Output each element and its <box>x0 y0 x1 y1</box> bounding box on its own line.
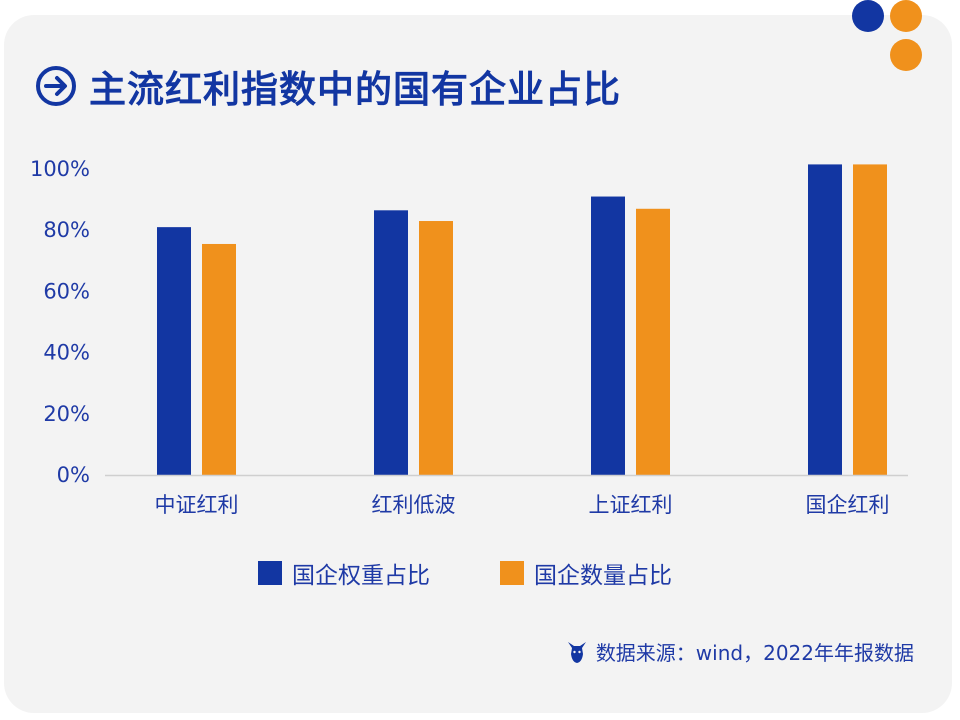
bar-count <box>853 164 887 475</box>
y-tick-label: 40% <box>43 341 90 365</box>
bars <box>157 164 887 476</box>
decor-dot-blue <box>852 0 884 32</box>
source-text: 数据来源：wind，2022年年报数据 <box>595 641 914 665</box>
bar-weight <box>591 196 625 476</box>
bull-icon <box>567 641 586 663</box>
decor-dot-orange-top <box>890 0 922 32</box>
legend-label-weight: 国企权重占比 <box>292 563 430 589</box>
legend-label-count: 国企数量占比 <box>534 563 672 589</box>
source-note: 数据来源：wind，2022年年报数据 <box>566 637 914 666</box>
y-tick-label: 100% <box>30 157 90 181</box>
bar-count <box>202 243 236 475</box>
chart-title: 主流红利指数中的国有企业占比 <box>89 68 621 111</box>
legend-swatch-weight <box>258 561 282 585</box>
legend: 国企权重占比 国企数量占比 <box>258 556 742 590</box>
bar-weight <box>374 210 408 475</box>
title-row: 主流红利指数中的国有企业占比 <box>35 64 621 111</box>
decor-dot-orange-bottom <box>890 39 922 71</box>
y-axis-ticks: 0% 20% 40% 60% 80% 100% <box>30 157 90 487</box>
x-category-label: 国企红利 <box>806 493 890 517</box>
bar-chart: 0% 20% 40% 60% 80% 100% 中证红利 红利低波 上证红利 国企红利 <box>30 157 908 517</box>
legend-item-weight: 国企权重占比 <box>258 556 430 590</box>
y-tick-label: 80% <box>43 218 90 242</box>
x-category-label: 红利低波 <box>372 493 456 517</box>
bar-weight <box>808 164 842 475</box>
category-labels: 中证红利 红利低波 上证红利 国企红利 <box>155 493 890 517</box>
bar-weight <box>157 227 191 475</box>
y-tick-label: 60% <box>43 279 90 303</box>
y-tick-label: 0% <box>57 463 90 487</box>
legend-swatch-count <box>500 561 524 585</box>
y-tick-label: 20% <box>43 402 90 426</box>
bar-count <box>636 208 670 475</box>
legend-item-count: 国企数量占比 <box>500 556 672 590</box>
bar-count <box>419 221 453 475</box>
x-category-label: 中证红利 <box>155 493 239 517</box>
arrow-right-circle-icon <box>36 66 76 106</box>
x-category-label: 上证红利 <box>589 493 673 517</box>
